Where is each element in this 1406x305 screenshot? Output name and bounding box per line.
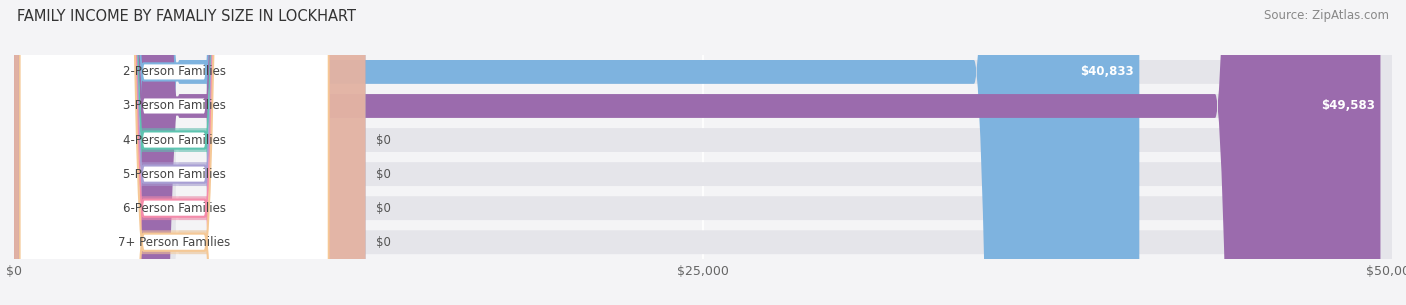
Text: $0: $0 bbox=[377, 168, 391, 181]
Text: 7+ Person Families: 7+ Person Families bbox=[118, 236, 231, 249]
Text: FAMILY INCOME BY FAMALIY SIZE IN LOCKHART: FAMILY INCOME BY FAMALIY SIZE IN LOCKHAR… bbox=[17, 9, 356, 24]
FancyBboxPatch shape bbox=[14, 0, 366, 305]
FancyBboxPatch shape bbox=[20, 0, 329, 305]
FancyBboxPatch shape bbox=[14, 0, 1392, 305]
FancyBboxPatch shape bbox=[20, 0, 329, 305]
FancyBboxPatch shape bbox=[14, 0, 366, 305]
Text: 6-Person Families: 6-Person Families bbox=[122, 202, 226, 215]
Text: 5-Person Families: 5-Person Families bbox=[122, 168, 225, 181]
Text: 3-Person Families: 3-Person Families bbox=[122, 99, 225, 113]
Text: $40,833: $40,833 bbox=[1080, 66, 1133, 78]
Text: $49,583: $49,583 bbox=[1322, 99, 1375, 113]
FancyBboxPatch shape bbox=[14, 0, 1392, 305]
FancyBboxPatch shape bbox=[20, 0, 329, 305]
FancyBboxPatch shape bbox=[14, 0, 366, 305]
FancyBboxPatch shape bbox=[14, 0, 1392, 305]
Text: 2-Person Families: 2-Person Families bbox=[122, 66, 226, 78]
Text: $0: $0 bbox=[377, 134, 391, 146]
FancyBboxPatch shape bbox=[20, 0, 329, 305]
FancyBboxPatch shape bbox=[14, 0, 366, 305]
FancyBboxPatch shape bbox=[14, 0, 1381, 305]
FancyBboxPatch shape bbox=[14, 0, 1139, 305]
FancyBboxPatch shape bbox=[14, 0, 1392, 305]
Text: $0: $0 bbox=[377, 202, 391, 215]
FancyBboxPatch shape bbox=[14, 0, 1392, 305]
FancyBboxPatch shape bbox=[20, 0, 329, 305]
FancyBboxPatch shape bbox=[14, 0, 1392, 305]
Text: $0: $0 bbox=[377, 236, 391, 249]
Text: 4-Person Families: 4-Person Families bbox=[122, 134, 226, 146]
FancyBboxPatch shape bbox=[20, 0, 329, 305]
Text: Source: ZipAtlas.com: Source: ZipAtlas.com bbox=[1264, 9, 1389, 22]
